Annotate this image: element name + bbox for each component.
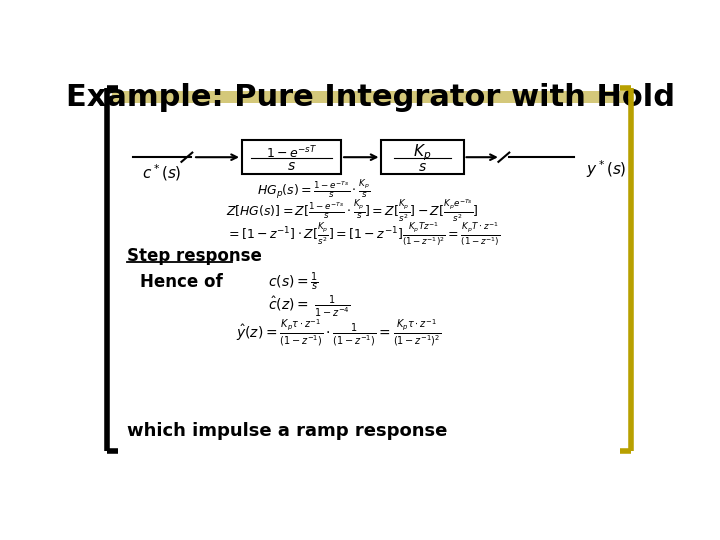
Text: $s$: $s$ [287, 159, 296, 173]
Text: $y^*(s)$: $y^*(s)$ [586, 159, 626, 180]
Text: $c^*(s)$: $c^*(s)$ [142, 162, 181, 183]
Text: $s$: $s$ [418, 160, 427, 174]
Text: $\hat{c}(z)=\;\frac{1}{1-z^{-4}}$: $\hat{c}(z)=\;\frac{1}{1-z^{-4}}$ [269, 294, 351, 320]
Text: $K_p$: $K_p$ [413, 142, 431, 163]
Text: $1-e^{-sT}$: $1-e^{-sT}$ [266, 144, 318, 161]
Text: Example: Pure Integrator with Hold: Example: Pure Integrator with Hold [66, 83, 675, 112]
Text: Step response: Step response [127, 247, 262, 265]
Text: Hence of: Hence of [140, 273, 223, 291]
Text: $HG_p(s)=\frac{1-e^{-Ts}}{s}\cdot\frac{K_p}{s}$: $HG_p(s)=\frac{1-e^{-Ts}}{s}\cdot\frac{K… [256, 178, 370, 201]
Text: $=[1-z^{-1}]\cdot Z[\frac{K_p}{s^2}]=[1-z^{-1}]\frac{K_pTz^{-1}}{(1-z^{-1})^2}=\: $=[1-z^{-1}]\cdot Z[\frac{K_p}{s^2}]=[1-… [225, 220, 500, 248]
Text: $c(s)=\frac{1}{s}$: $c(s)=\frac{1}{s}$ [269, 271, 319, 293]
Bar [242, 140, 341, 174]
Bar [382, 140, 464, 174]
Bar [112, 91, 626, 103]
Text: which impulse a ramp response: which impulse a ramp response [127, 422, 448, 440]
Text: $Z[HG(s)]=Z[\frac{1-e^{-Ts}}{s}\cdot\frac{K_p}{s}]=Z[\frac{K_p}{s^2}]-Z[\frac{K_: $Z[HG(s)]=Z[\frac{1-e^{-Ts}}{s}\cdot\fra… [225, 198, 478, 224]
Text: $\hat{y}(z)=\frac{K_p\tau\cdot z^{-1}}{(1-z^{-1})}\cdot\frac{1}{(1-z^{-1})}=\fra: $\hat{y}(z)=\frac{K_p\tau\cdot z^{-1}}{(… [235, 318, 441, 348]
